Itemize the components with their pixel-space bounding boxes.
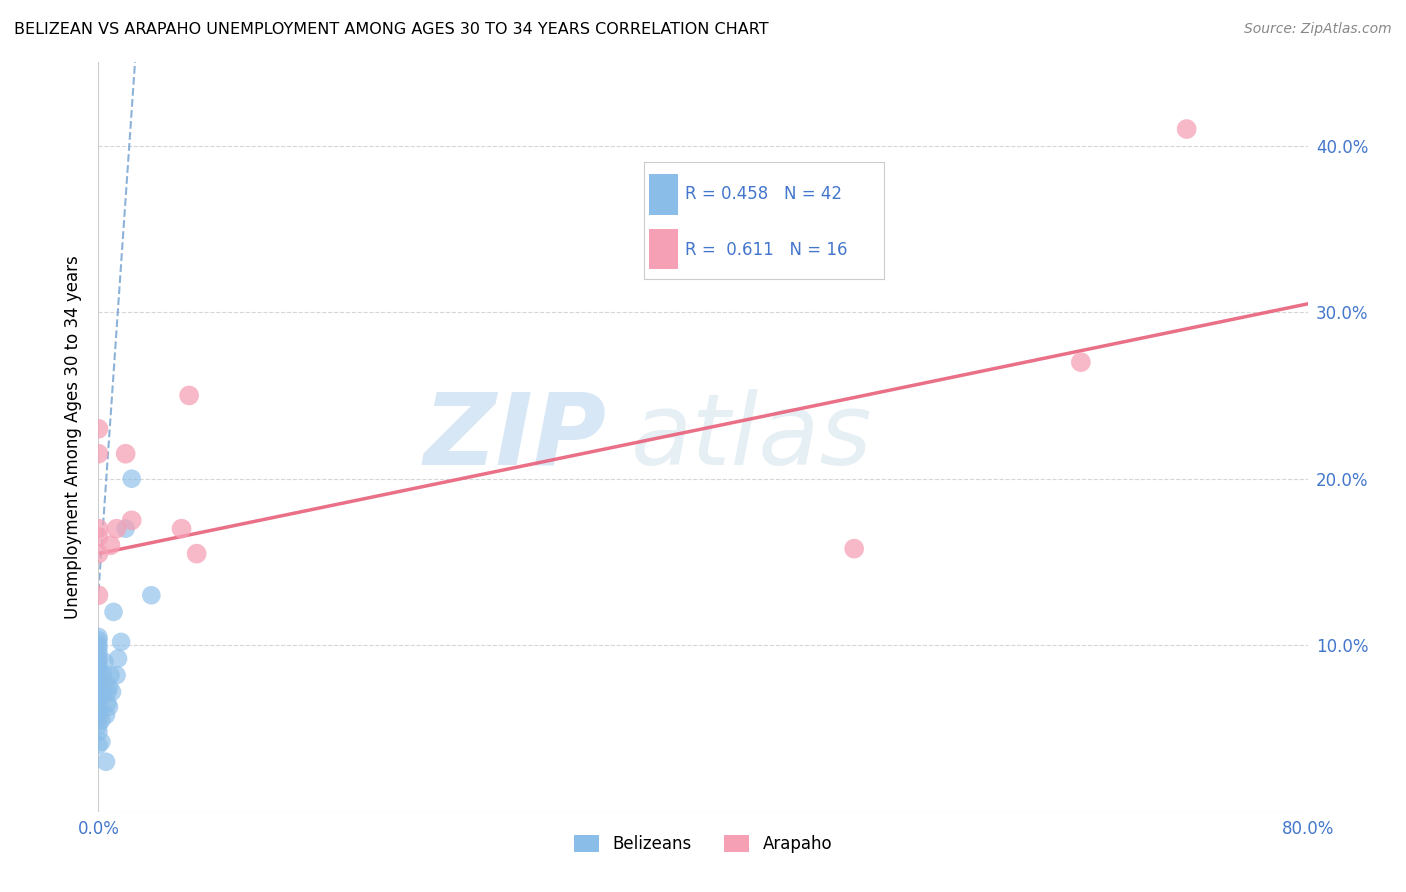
Point <box>87 647 110 661</box>
Point <box>90 713 112 727</box>
Point <box>186 547 208 561</box>
Point <box>105 522 128 536</box>
Point <box>100 668 122 682</box>
Point <box>121 472 143 486</box>
Point <box>94 708 117 723</box>
Point <box>87 641 110 656</box>
Point <box>170 522 193 536</box>
Point <box>87 530 110 544</box>
Point <box>87 633 110 648</box>
Point <box>98 680 121 694</box>
FancyBboxPatch shape <box>650 228 678 269</box>
Point <box>91 668 114 682</box>
Point <box>87 655 110 669</box>
Point <box>844 541 866 556</box>
Y-axis label: Unemployment Among Ages 30 to 34 years: Unemployment Among Ages 30 to 34 years <box>65 255 83 619</box>
Legend: Belizeans, Arapaho: Belizeans, Arapaho <box>567 828 839 860</box>
Point <box>96 697 118 711</box>
Point <box>87 674 110 689</box>
Text: atlas: atlas <box>630 389 872 485</box>
Point <box>87 699 110 714</box>
Point <box>87 672 110 686</box>
Point <box>103 605 125 619</box>
Point <box>121 513 143 527</box>
Point <box>1175 122 1198 136</box>
Point <box>87 688 110 702</box>
Text: BELIZEAN VS ARAPAHO UNEMPLOYMENT AMONG AGES 30 TO 34 YEARS CORRELATION CHART: BELIZEAN VS ARAPAHO UNEMPLOYMENT AMONG A… <box>14 22 769 37</box>
Point <box>101 685 124 699</box>
Point <box>110 635 132 649</box>
Point <box>98 699 121 714</box>
Point <box>141 588 163 602</box>
Point <box>87 447 110 461</box>
Point <box>94 755 117 769</box>
Point <box>87 651 110 665</box>
Point <box>179 388 201 402</box>
Point <box>87 724 110 739</box>
Point <box>87 685 110 699</box>
Point <box>87 668 110 682</box>
Point <box>87 705 110 719</box>
Point <box>100 538 122 552</box>
Point <box>87 630 110 644</box>
Text: R =  0.611   N = 16: R = 0.611 N = 16 <box>685 241 848 259</box>
Text: Source: ZipAtlas.com: Source: ZipAtlas.com <box>1244 22 1392 37</box>
Point <box>87 680 110 694</box>
Point <box>1070 355 1092 369</box>
Point <box>93 655 115 669</box>
Point <box>91 688 114 702</box>
Point <box>87 547 110 561</box>
Point <box>90 735 112 749</box>
Text: R = 0.458   N = 42: R = 0.458 N = 42 <box>685 185 842 202</box>
Point <box>87 710 110 724</box>
FancyBboxPatch shape <box>650 174 678 215</box>
Point <box>114 447 136 461</box>
Point <box>107 651 129 665</box>
Point <box>87 588 110 602</box>
Point <box>87 663 110 677</box>
Point <box>114 522 136 536</box>
Point <box>87 422 110 436</box>
Point <box>87 660 110 674</box>
Point <box>87 718 110 732</box>
Point <box>105 668 128 682</box>
Point <box>87 691 110 706</box>
Point <box>96 685 118 699</box>
Text: ZIP: ZIP <box>423 389 606 485</box>
Point <box>87 638 110 652</box>
Point <box>87 522 110 536</box>
Point <box>87 738 110 752</box>
